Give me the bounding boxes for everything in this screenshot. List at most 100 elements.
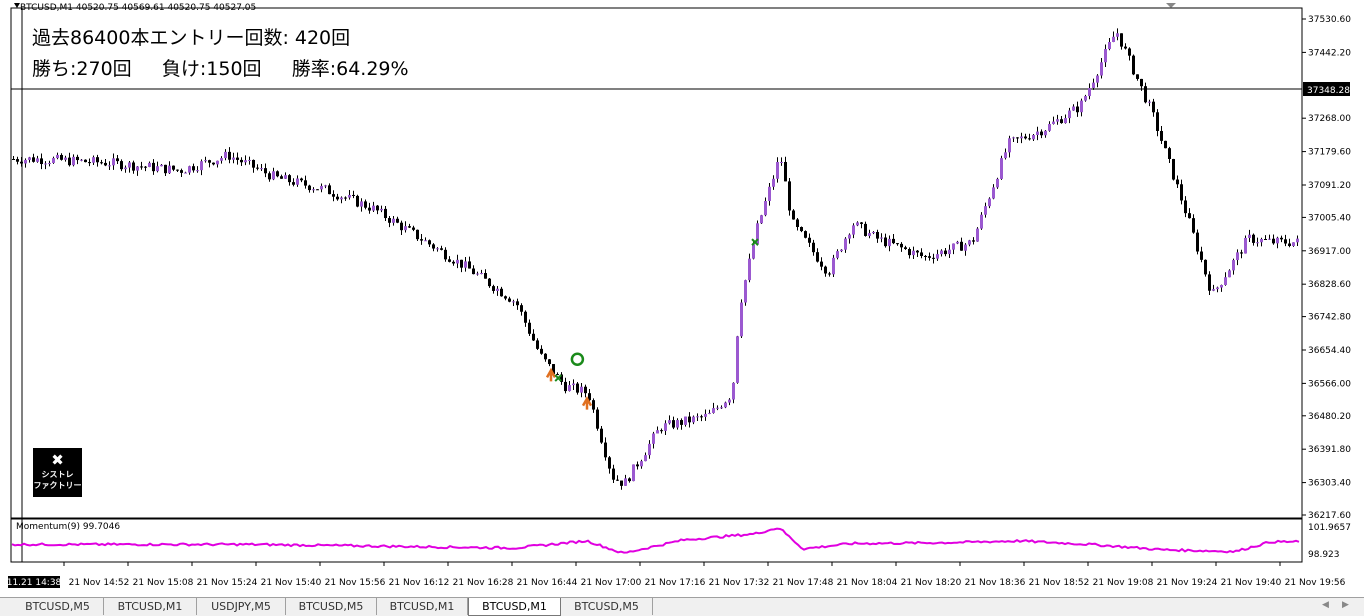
candle-body — [136, 166, 139, 171]
candle-body — [468, 261, 471, 269]
candle-body — [600, 428, 603, 443]
candle-body — [628, 478, 631, 482]
candle-body — [768, 186, 771, 201]
candle-body — [536, 340, 539, 349]
tab-btcusd-m5[interactable]: BTCUSD,M5 — [286, 598, 377, 615]
momentum-tick-label: 101.9657 — [1308, 523, 1351, 533]
candle-body — [812, 242, 815, 253]
tab-scroll-left-icon[interactable]: ◀ — [1322, 600, 1329, 610]
candle-body — [1088, 88, 1091, 97]
candle-body — [1144, 86, 1147, 103]
candle-body — [1120, 33, 1123, 47]
tab-btcusd-m1-active[interactable]: BTCUSD,M1 — [468, 598, 561, 616]
tab-btcusd-m5[interactable]: BTCUSD,M5 — [561, 598, 653, 615]
candle-body — [424, 240, 427, 242]
momentum-indicator-line — [11, 527, 1300, 554]
price-tick-label: 37179.60 — [1308, 148, 1351, 158]
candle-body — [1160, 130, 1163, 141]
candle-body — [580, 386, 583, 393]
candle-body — [516, 301, 519, 306]
candle-body — [592, 400, 595, 410]
candle-body — [752, 244, 755, 259]
candle-body — [680, 420, 683, 425]
symbol-header: BTCUSD,M1 40520.75 40569.61 40520.75 405… — [20, 3, 257, 13]
candle-body — [732, 382, 735, 400]
candle-body — [1188, 213, 1191, 219]
candle-body — [232, 157, 235, 160]
candle-body — [48, 162, 51, 164]
candle-body — [1272, 238, 1275, 244]
candle-body — [392, 218, 395, 223]
candle-body — [20, 161, 23, 164]
candle-body — [920, 252, 923, 256]
price-chart[interactable]: 37530.60 37442.20 37268.00 37179.60 37091.20… — [0, 0, 1364, 597]
candle-body — [956, 241, 959, 244]
candle-body — [948, 249, 951, 255]
candle-body — [84, 159, 87, 163]
candle-body — [916, 250, 919, 253]
candle-body — [984, 206, 987, 215]
candle-body — [884, 237, 887, 247]
candle-body — [572, 383, 575, 386]
candle-body — [1280, 237, 1283, 240]
tab-btcusd-m1[interactable]: BTCUSD,M1 — [377, 598, 468, 615]
candle-body — [596, 409, 599, 429]
candle-body — [432, 244, 435, 249]
time-tick-label: 21 Nov 16:28 — [453, 578, 514, 588]
tab-btcusd-m1[interactable]: BTCUSD,M1 — [104, 598, 197, 615]
candle-body — [1132, 55, 1135, 75]
candle-body — [152, 162, 155, 172]
candle-body — [52, 158, 55, 163]
candle-body — [1004, 152, 1007, 159]
candle-body — [120, 161, 123, 170]
tools-icon: ✖ — [51, 451, 64, 469]
exit-cross-icon — [751, 238, 759, 246]
candle-body — [324, 185, 327, 187]
price-tick-label: 36217.60 — [1308, 511, 1351, 521]
shift-marker-icon[interactable] — [1166, 3, 1176, 8]
candle-body — [988, 198, 991, 207]
candle-body — [964, 244, 967, 251]
candle-body — [1108, 42, 1111, 50]
candle-body — [1152, 101, 1155, 113]
candle-body — [584, 386, 587, 394]
candle-body — [92, 157, 95, 163]
candle-body — [356, 195, 359, 207]
candle-body — [228, 151, 231, 160]
candle-body — [1176, 179, 1179, 185]
candle-body — [1072, 106, 1075, 111]
candle-body — [868, 233, 871, 236]
candle-body — [44, 163, 47, 165]
candle-body — [508, 298, 511, 302]
tab-usdjpy-m5[interactable]: USDJPY,M5 — [197, 598, 286, 615]
candle-body — [188, 166, 191, 173]
tab-btcusd-m5[interactable]: BTCUSD,M5 — [12, 598, 104, 615]
candle-body — [504, 296, 507, 299]
candle-body — [800, 227, 803, 232]
candle-body — [1284, 239, 1287, 244]
candle-body — [184, 172, 187, 174]
candle-body — [236, 157, 239, 160]
candle-body — [208, 160, 211, 163]
tab-scroll-right-icon[interactable]: ▶ — [1342, 600, 1349, 610]
candle-body — [288, 175, 291, 183]
candle-body — [760, 215, 763, 224]
chart-menu-icon[interactable] — [14, 3, 20, 8]
time-tick-label: 21 Nov 18:20 — [901, 578, 962, 588]
candle-body — [1196, 232, 1199, 252]
entry-count-text: 過去86400本エントリー回数: 420回 — [32, 27, 351, 49]
candle-body — [1192, 218, 1195, 233]
candle-body — [88, 162, 91, 164]
candle-body — [560, 374, 563, 382]
candle-body — [700, 416, 703, 418]
candle-body — [448, 259, 451, 262]
candle-body — [968, 240, 971, 245]
candle-body — [1220, 284, 1223, 288]
candle-body — [616, 479, 619, 481]
candle-body — [1200, 251, 1203, 260]
candle-body — [72, 156, 75, 166]
chart-frame — [10, 7, 1303, 563]
candle-body — [128, 162, 131, 168]
candle-body — [748, 258, 751, 281]
candle-body — [124, 167, 127, 170]
